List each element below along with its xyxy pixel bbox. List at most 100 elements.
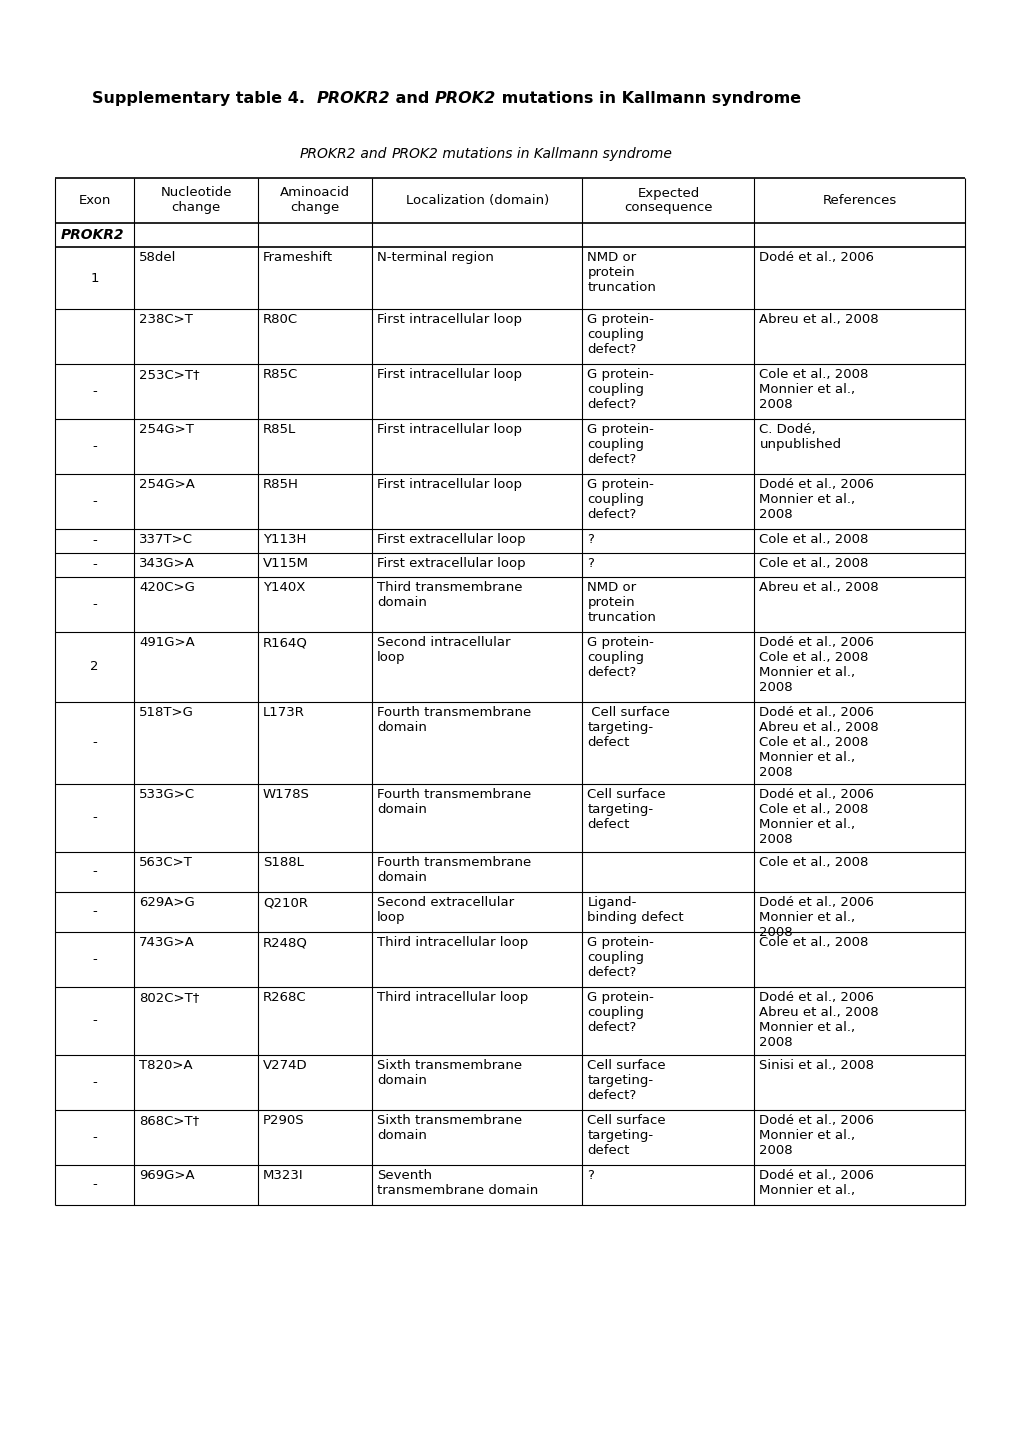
Text: 1: 1 [91, 271, 99, 284]
Text: 238C>T: 238C>T [139, 313, 193, 326]
Text: T820>A: T820>A [139, 1059, 193, 1072]
Text: R85C: R85C [263, 368, 298, 381]
Text: -: - [92, 1131, 97, 1144]
Text: -: - [92, 1179, 97, 1192]
Text: Supplementary table 4.: Supplementary table 4. [92, 91, 316, 105]
Text: -: - [92, 495, 97, 508]
Text: Abreu et al., 2008: Abreu et al., 2008 [759, 313, 878, 326]
Text: G protein-
coupling
defect?: G protein- coupling defect? [587, 937, 653, 978]
Text: R268C: R268C [263, 991, 306, 1004]
Text: Third intracellular loop: Third intracellular loop [376, 937, 528, 949]
Text: Frameshift: Frameshift [263, 251, 332, 264]
Text: 518T>G: 518T>G [139, 706, 194, 719]
Text: ?: ? [587, 557, 594, 570]
Text: mutations in Kallmann syndrome: mutations in Kallmann syndrome [438, 147, 672, 162]
Text: V274D: V274D [263, 1059, 307, 1072]
Text: Cole et al., 2008: Cole et al., 2008 [759, 856, 868, 869]
Text: 2: 2 [91, 661, 99, 674]
Text: Dodé et al., 2006
Monnier et al.,
2008: Dodé et al., 2006 Monnier et al., 2008 [759, 1114, 873, 1157]
Text: First extracellular loop: First extracellular loop [376, 557, 525, 570]
Text: -: - [92, 385, 97, 398]
Text: G protein-
coupling
defect?: G protein- coupling defect? [587, 368, 653, 411]
Text: ?: ? [587, 532, 594, 545]
Text: C. Dodé,
unpublished: C. Dodé, unpublished [759, 423, 841, 452]
Text: V115M: V115M [263, 557, 309, 570]
Text: References: References [821, 193, 896, 206]
Text: Y113H: Y113H [263, 532, 306, 545]
Text: 629A>G: 629A>G [139, 896, 195, 909]
Text: Fourth transmembrane
domain: Fourth transmembrane domain [376, 706, 531, 734]
Text: mutations in Kallmann syndrome: mutations in Kallmann syndrome [495, 91, 801, 105]
Text: G protein-
coupling
defect?: G protein- coupling defect? [587, 478, 653, 521]
Text: PROK2: PROK2 [391, 147, 438, 162]
Text: Dodé et al., 2006: Dodé et al., 2006 [759, 251, 873, 264]
Text: PROKR2: PROKR2 [316, 91, 389, 105]
Text: R80C: R80C [263, 313, 298, 326]
Text: Abreu et al., 2008: Abreu et al., 2008 [759, 582, 878, 595]
Text: PROKR2: PROKR2 [61, 228, 124, 242]
Text: Dodé et al., 2006
Monnier et al.,
2008: Dodé et al., 2006 Monnier et al., 2008 [759, 478, 873, 521]
Text: 58del: 58del [139, 251, 176, 264]
Text: Fourth transmembrane
domain: Fourth transmembrane domain [376, 788, 531, 815]
Text: G protein-
coupling
defect?: G protein- coupling defect? [587, 636, 653, 680]
Text: Localization (domain): Localization (domain) [406, 193, 548, 206]
Text: -: - [92, 558, 97, 571]
Text: 533G>C: 533G>C [139, 788, 196, 801]
Text: Cole et al., 2008
Monnier et al.,
2008: Cole et al., 2008 Monnier et al., 2008 [759, 368, 868, 411]
Text: PROKR2: PROKR2 [300, 147, 357, 162]
Text: M323I: M323I [263, 1169, 304, 1182]
Text: First intracellular loop: First intracellular loop [376, 478, 522, 491]
Text: 563C>T: 563C>T [139, 856, 193, 869]
Text: PROK2: PROK2 [434, 91, 495, 105]
Text: S188L: S188L [263, 856, 304, 869]
Text: Expected
consequence: Expected consequence [624, 186, 712, 215]
Text: L173R: L173R [263, 706, 305, 719]
Text: -: - [92, 440, 97, 453]
Text: Sixth transmembrane
domain: Sixth transmembrane domain [376, 1059, 522, 1087]
Text: Cole et al., 2008: Cole et al., 2008 [759, 532, 868, 545]
Text: Exon: Exon [78, 193, 111, 206]
Text: R85L: R85L [263, 423, 296, 436]
Text: -: - [92, 906, 97, 919]
Text: 343G>A: 343G>A [139, 557, 195, 570]
Text: P290S: P290S [263, 1114, 305, 1127]
Text: G protein-
coupling
defect?: G protein- coupling defect? [587, 313, 653, 356]
Text: 743G>A: 743G>A [139, 937, 195, 949]
Text: Ligand-
binding defect: Ligand- binding defect [587, 896, 684, 924]
Text: 802C>T†: 802C>T† [139, 991, 200, 1004]
Text: Cole et al., 2008: Cole et al., 2008 [759, 937, 868, 949]
Text: 253C>T†: 253C>T† [139, 368, 200, 381]
Text: Second extracellular
loop: Second extracellular loop [376, 896, 514, 924]
Text: Cole et al., 2008: Cole et al., 2008 [759, 557, 868, 570]
Text: Second intracellular
loop: Second intracellular loop [376, 636, 510, 664]
Text: Cell surface
targeting-
defect?: Cell surface targeting- defect? [587, 1059, 665, 1102]
Text: Third transmembrane
domain: Third transmembrane domain [376, 582, 522, 609]
Text: Fourth transmembrane
domain: Fourth transmembrane domain [376, 856, 531, 885]
Text: R85H: R85H [263, 478, 299, 491]
Text: 254G>A: 254G>A [139, 478, 195, 491]
Text: NMD or
protein
truncation: NMD or protein truncation [587, 582, 655, 623]
Text: 254G>T: 254G>T [139, 423, 194, 436]
Text: Nucleotide
change: Nucleotide change [160, 186, 231, 215]
Text: Sinisi et al., 2008: Sinisi et al., 2008 [759, 1059, 873, 1072]
Text: R248Q: R248Q [263, 937, 308, 949]
Text: Dodé et al., 2006
Monnier et al.,: Dodé et al., 2006 Monnier et al., [759, 1169, 873, 1198]
Text: -: - [92, 534, 97, 547]
Text: -: - [92, 952, 97, 965]
Text: 969G>A: 969G>A [139, 1169, 195, 1182]
Text: First intracellular loop: First intracellular loop [376, 423, 522, 436]
Text: Cell surface
targeting-
defect: Cell surface targeting- defect [587, 788, 665, 831]
Text: and: and [357, 147, 391, 162]
Text: -: - [92, 597, 97, 610]
Text: First intracellular loop: First intracellular loop [376, 368, 522, 381]
Text: N-terminal region: N-terminal region [376, 251, 493, 264]
Text: Y140X: Y140X [263, 582, 305, 595]
Text: 868C>T†: 868C>T† [139, 1114, 200, 1127]
Text: Aminoacid
change: Aminoacid change [279, 186, 350, 215]
Text: G protein-
coupling
defect?: G protein- coupling defect? [587, 991, 653, 1035]
Text: Dodé et al., 2006
Monnier et al.,
2008: Dodé et al., 2006 Monnier et al., 2008 [759, 896, 873, 939]
Text: Cell surface
targeting-
defect: Cell surface targeting- defect [587, 1114, 665, 1157]
Text: -: - [92, 1076, 97, 1089]
Text: W178S: W178S [263, 788, 310, 801]
Text: First intracellular loop: First intracellular loop [376, 313, 522, 326]
